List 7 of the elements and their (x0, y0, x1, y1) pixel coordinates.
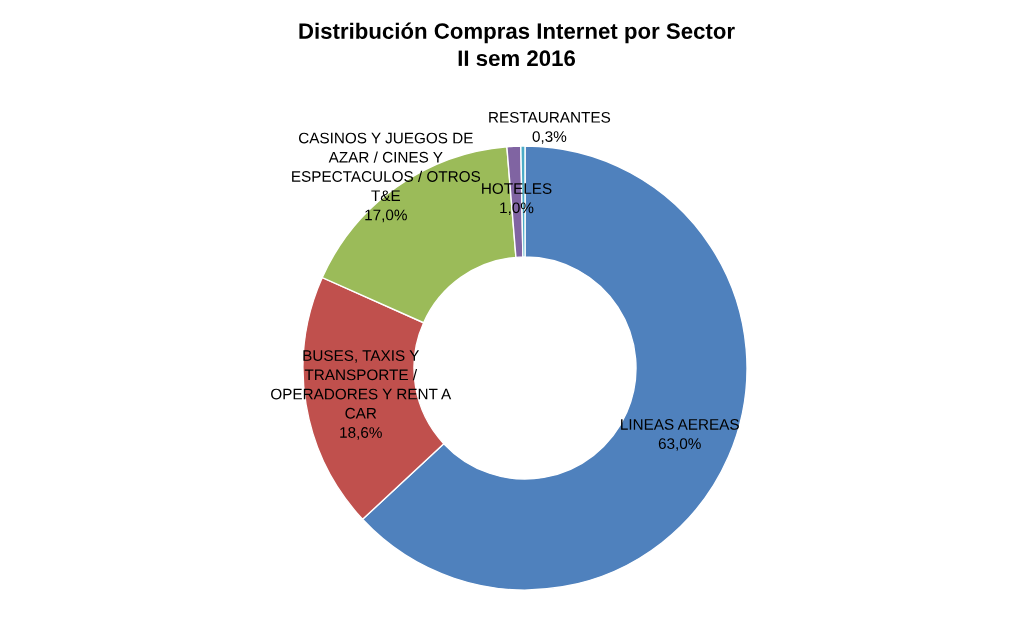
data-label: 17,0% (365, 209, 407, 223)
data-label: 63,0% (658, 438, 701, 451)
slice-label: RESTAURANTES (489, 111, 611, 123)
data-label: 18,6% (340, 427, 382, 440)
chart-title: Distribución Compras Internet por Sector II sem 2016 (299, 22, 735, 67)
slice-label: LINEAS AEREAS (621, 418, 739, 430)
data-label: 0,3% (532, 131, 567, 144)
